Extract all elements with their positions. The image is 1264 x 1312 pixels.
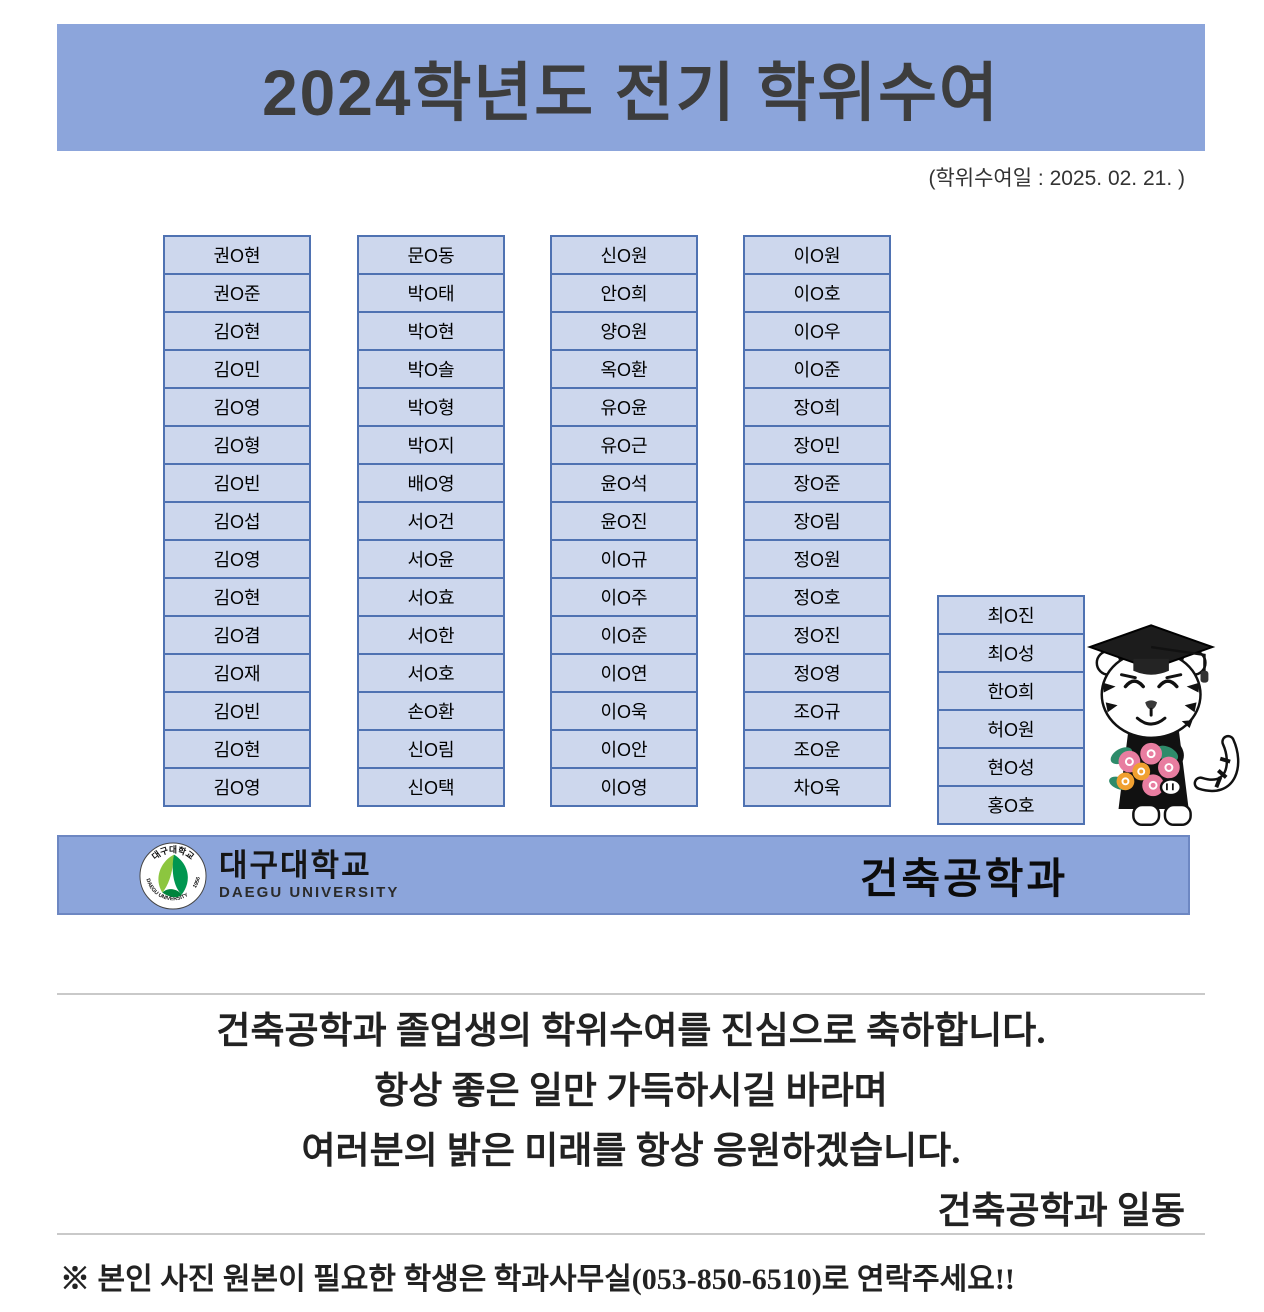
department-banner: 대구대학교 DAEGU UNIVERSITY 1956 대구대학교 DAEGU …: [57, 835, 1190, 915]
graduate-name-cell: 문O동: [357, 235, 505, 275]
graduate-name-cell: 김O빈: [163, 691, 311, 731]
graduate-name-cell: 배O영: [357, 463, 505, 503]
graduate-name-cell: 손O환: [357, 691, 505, 731]
photo-contact-note: ※ 본인 사진 원본이 필요한 학생은 학과사무실(053-850-6510)로…: [60, 1263, 1015, 1296]
graduate-name-cell: 김O겸: [163, 615, 311, 655]
page-title: 2024학년도 전기 학위수여: [262, 56, 1000, 129]
graduate-name-cell: 윤O석: [550, 463, 698, 503]
graduate-name-cell: 신O원: [550, 235, 698, 275]
graduate-name-cell: 유O윤: [550, 387, 698, 427]
graduate-name-cell: 양O원: [550, 311, 698, 351]
graduate-name-cell: 이O영: [550, 767, 698, 807]
graduate-name-cell: 현O성: [937, 747, 1085, 787]
svg-text:1956: 1956: [192, 876, 202, 889]
graduate-name-cell: 홍O호: [937, 785, 1085, 825]
graduate-name-cell: 이O준: [550, 615, 698, 655]
graduate-name-cell: 박O현: [357, 311, 505, 351]
graduate-name-cell: 김O민: [163, 349, 311, 389]
graduate-name-cell: 박O지: [357, 425, 505, 465]
graduate-name-cell: 안O희: [550, 273, 698, 313]
graduate-name-cell: 김O영: [163, 767, 311, 807]
graduate-name-cell: 이O주: [550, 577, 698, 617]
graduate-name-cell: 허O원: [937, 709, 1085, 749]
congrats-line-3: 여러분의 밝은 미래를 항상 응원하겠습니다.: [301, 1131, 961, 1172]
graduate-name-cell: 이O연: [550, 653, 698, 693]
daegu-university-logo-icon: 대구대학교 DAEGU UNIVERSITY 1956: [139, 842, 207, 910]
graduate-name-cell: 권O현: [163, 235, 311, 275]
university-name-block: 대구대학교 DAEGU UNIVERSITY: [219, 849, 399, 903]
graduate-name-cell: 김O빈: [163, 463, 311, 503]
graduate-name-cell: 정O원: [743, 539, 891, 579]
divider-line-bottom: [57, 1233, 1205, 1235]
university-name-korean: 대구대학교: [219, 848, 372, 883]
logo-rim-top-text: 대구대학교: [149, 844, 196, 862]
graduate-name-cell: 서O호: [357, 653, 505, 693]
graduate-name-cell: 이O호: [743, 273, 891, 313]
graduate-name-cell: 최O성: [937, 633, 1085, 673]
graduate-name-cell: 김O현: [163, 729, 311, 769]
logo-year: 1956: [192, 876, 202, 889]
graduate-column-4: 이O원 이O호 이O우 이O준 장O희 장O민 장O준 장O림 정O원 정O호 정O진 정O영 조O규 조…: [743, 235, 891, 807]
graduate-name-cell: 김O현: [163, 311, 311, 351]
graduate-name-cell: 이O우: [743, 311, 891, 351]
graduate-name-cell: 정O영: [743, 653, 891, 693]
graduate-name-cell: 신O림: [357, 729, 505, 769]
graduate-name-cell: 윤O진: [550, 501, 698, 541]
graduate-name-cell: 박O형: [357, 387, 505, 427]
graduate-name-cell: 김O현: [163, 577, 311, 617]
department-name: 건축공학과: [859, 854, 1069, 902]
graduate-name-cell: 권O준: [163, 273, 311, 313]
graduate-name-cell: 서O효: [357, 577, 505, 617]
graduate-name-cell: 김O형: [163, 425, 311, 465]
congrats-line-2: 항상 좋은 일만 가득하시길 바라며: [374, 1071, 888, 1112]
graduate-name-cell: 서O한: [357, 615, 505, 655]
graduate-name-cell: 유O근: [550, 425, 698, 465]
graduate-column-2: 문O동 박O태 박O현 박O솔 박O형 박O지 배O영 서O건 서O윤 서O효 서O한 서O호 손O환 신…: [357, 235, 505, 807]
divider-line-top: [57, 993, 1205, 995]
congrats-sender: 건축공학과 일동: [937, 1191, 1185, 1232]
graduate-name-cell: 차O욱: [743, 767, 891, 807]
degree-conferral-date: (학위수여일 : 2025. 02. 21. ): [928, 167, 1185, 190]
tiger-graduate-mascot-icon: [1086, 624, 1240, 827]
graduate-name-cell: 이O원: [743, 235, 891, 275]
congrats-line-1: 건축공학과 졸업생의 학위수여를 진심으로 축하합니다.: [216, 1011, 1046, 1052]
graduate-column-1: 권O현 권O준 김O현 김O민 김O영 김O형 김O빈 김O섭 김O영 김O현 김O겸 김O재 김O빈 김…: [163, 235, 311, 807]
graduate-column-3: 신O원 안O희 양O원 옥O환 유O윤 유O근 윤O석 윤O진 이O규 이O주 이O준 이O연 이O욱 이…: [550, 235, 698, 807]
graduate-name-cell: 옥O환: [550, 349, 698, 389]
graduate-name-cell: 한O희: [937, 671, 1085, 711]
graduate-name-cell: 정O호: [743, 577, 891, 617]
graduate-name-cell: 장O희: [743, 387, 891, 427]
graduate-name-cell: 이O규: [550, 539, 698, 579]
graduate-name-cell: 장O림: [743, 501, 891, 541]
graduate-name-cell: 김O재: [163, 653, 311, 693]
graduate-column-5: 최O진 최O성 한O희 허O원 현O성 홍O호: [937, 595, 1085, 825]
graduate-name-cell: 박O솔: [357, 349, 505, 389]
graduate-name-cell: 서O건: [357, 501, 505, 541]
graduate-name-cell: 최O진: [937, 595, 1085, 635]
graduate-name-cell: 장O민: [743, 425, 891, 465]
university-name-english: DAEGU UNIVERSITY: [219, 884, 400, 901]
graduate-name-cell: 조O운: [743, 729, 891, 769]
svg-text:대구대학교: 대구대학교: [149, 844, 196, 862]
graduate-name-cell: 박O태: [357, 273, 505, 313]
graduate-name-cell: 조O규: [743, 691, 891, 731]
graduate-name-cell: 김O섭: [163, 501, 311, 541]
header-banner: 2024학년도 전기 학위수여: [57, 24, 1205, 151]
graduate-name-cell: 김O영: [163, 387, 311, 427]
graduate-name-cell: 김O영: [163, 539, 311, 579]
graduate-name-cell: 장O준: [743, 463, 891, 503]
graduate-name-cell: 서O윤: [357, 539, 505, 579]
graduate-name-cell: 이O욱: [550, 691, 698, 731]
graduate-name-cell: 신O택: [357, 767, 505, 807]
graduate-name-cell: 이O준: [743, 349, 891, 389]
graduate-name-cell: 이O안: [550, 729, 698, 769]
graduate-name-cell: 정O진: [743, 615, 891, 655]
